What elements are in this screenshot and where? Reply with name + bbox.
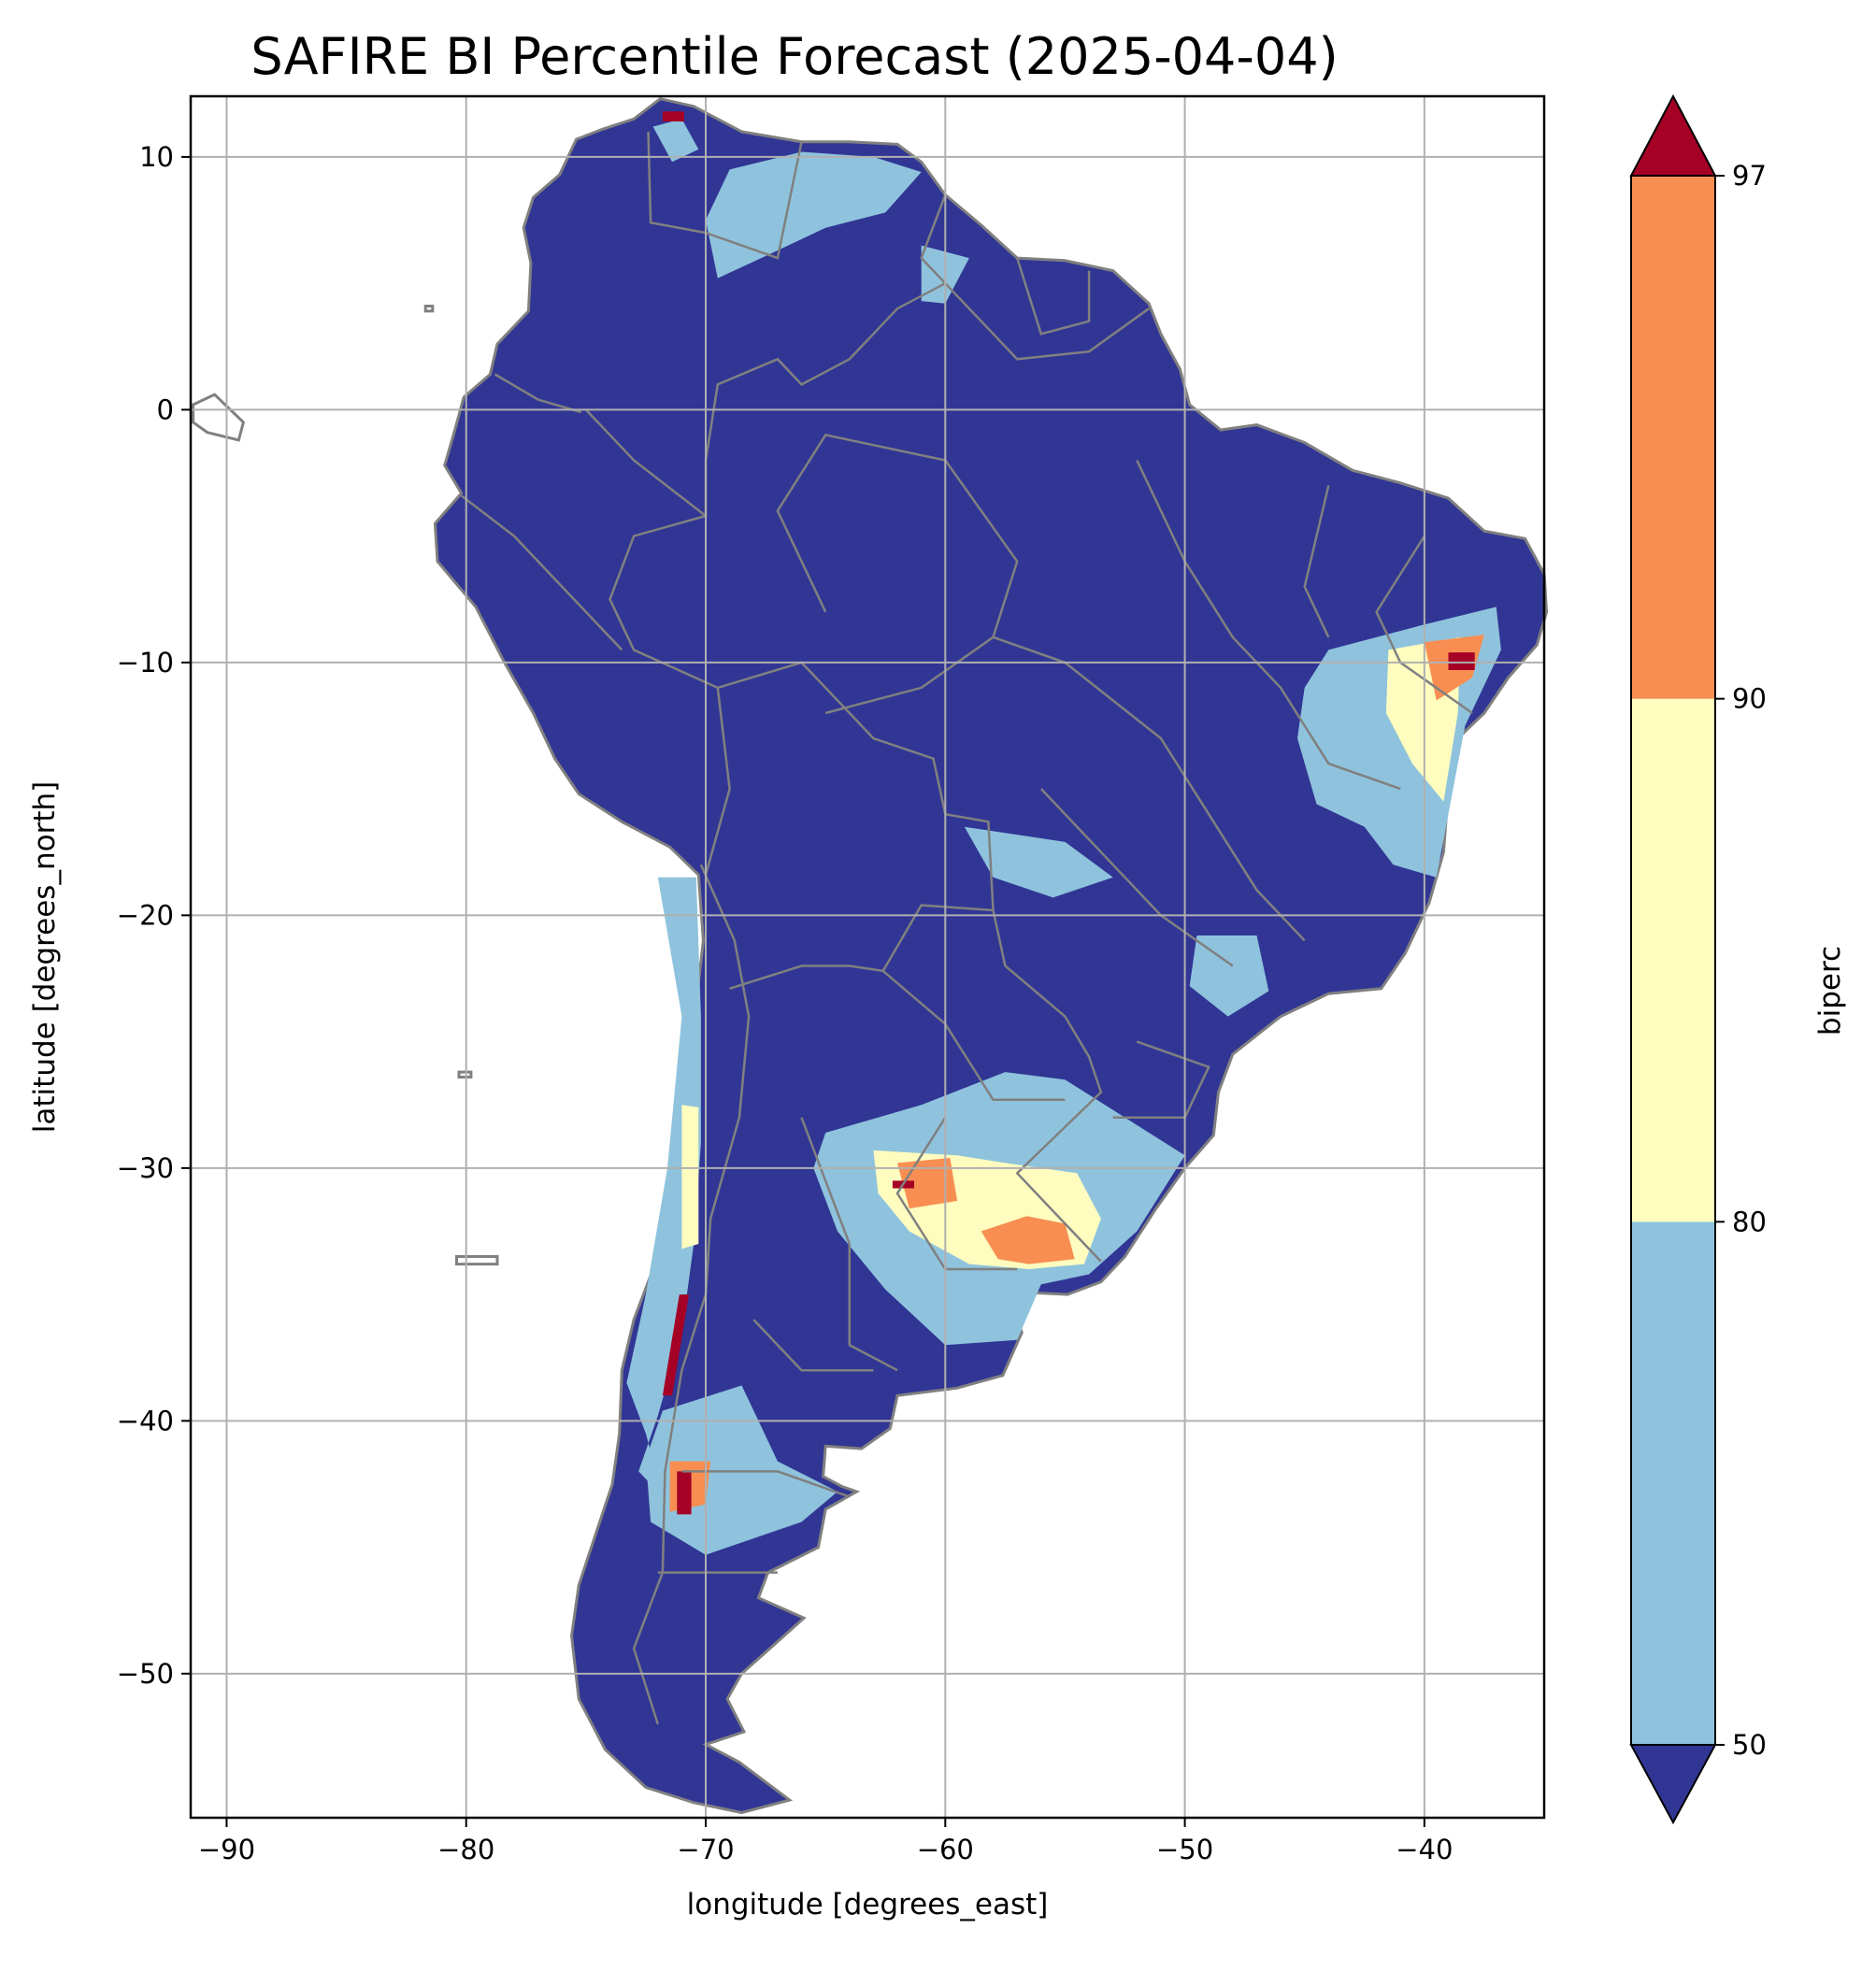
x-tick-label: −80 [437, 1834, 494, 1865]
colorbar-extend-max [1629, 93, 1717, 177]
chart-title: SAFIRE BI Percentile Forecast (2025-04-0… [251, 27, 1338, 86]
border-line-15 [1112, 1040, 1210, 1120]
colorbar-band [1631, 1221, 1715, 1745]
border-line-2 [729, 904, 994, 990]
region-patagonia-north [645, 1385, 838, 1555]
region-central-brazil-patches [964, 826, 1113, 898]
y-tick-label: −30 [117, 1152, 174, 1184]
colorbar-tick-label: 80 [1732, 1206, 1767, 1237]
region-chile-yellow [681, 1105, 699, 1250]
region-se-brazil-patch [1189, 936, 1269, 1017]
galapagos-islands [192, 393, 246, 442]
border-line-10 [632, 864, 751, 1725]
x-tick-label: −60 [917, 1834, 974, 1865]
gridlines [191, 96, 1544, 1818]
x-tick-label: −70 [677, 1834, 734, 1865]
border-line-22 [1303, 485, 1330, 638]
colorbar-tick-label: 97 [1732, 160, 1767, 192]
south-america-landmass [433, 97, 1549, 1815]
y-axis-label: latitude [degrees_north] [28, 781, 62, 1133]
y-axis-ticks: 10 0 −10 −20 −30 −40 −50 [117, 141, 191, 1690]
y-tick-label: 10 [139, 141, 174, 173]
red-spot-chile-andes [662, 1294, 690, 1396]
x-tick-label: −50 [1156, 1834, 1213, 1865]
colorbar-label: biperc [1813, 946, 1847, 1035]
juan-fernandez-islands [455, 1255, 499, 1266]
border-line-21 [1375, 535, 1473, 715]
region-pampas-orange-2 [981, 1216, 1075, 1264]
region-venezuela-llanos [706, 151, 922, 279]
colorbar: 50 80 90 97 [1629, 93, 1767, 1825]
border-line-9 [1016, 257, 1091, 336]
colorbar-tick-label: 50 [1732, 1729, 1767, 1761]
border-line-14 [776, 433, 1019, 715]
x-tick-label: −40 [1396, 1834, 1453, 1865]
colorbar-band [1631, 698, 1715, 1222]
border-line-8 [920, 194, 947, 285]
map-plot-area: −90 −80 −70 −60 −50 −40 10 0 −10 −20 −30 −40 −50 [117, 94, 1549, 1865]
y-tick-label: −40 [117, 1405, 174, 1436]
x-axis-label: longitude [degrees_east] [687, 1888, 1049, 1921]
region-nw-venezuela [652, 119, 699, 163]
x-tick-label: −90 [198, 1834, 255, 1865]
y-tick-label: −10 [117, 647, 174, 678]
x-axis-ticks: −90 −80 −70 −60 −50 −40 [198, 1818, 1453, 1865]
y-tick-label: −50 [117, 1658, 174, 1690]
border-line-16 [895, 1117, 1018, 1271]
y-tick-label: 0 [157, 393, 174, 425]
border-line-6 [584, 408, 707, 517]
red-spot-caribbean [662, 111, 684, 121]
border-line-13 [1039, 788, 1234, 967]
plot-frame [189, 94, 1546, 1820]
border-line-5 [494, 373, 582, 414]
land-layer [192, 97, 1549, 1815]
colorbar-band [1631, 176, 1715, 699]
red-spot-patagonia [677, 1471, 692, 1515]
colorbar-frame [1630, 175, 1716, 1746]
red-spot-bahia [1448, 652, 1475, 670]
border-line-17 [800, 1117, 898, 1372]
y-tick-label: −20 [117, 899, 174, 931]
colorbar-extend-min [1629, 1744, 1717, 1825]
region-chile-andes [626, 877, 701, 1497]
border-line-19 [681, 1470, 851, 1498]
border-line-3 [881, 969, 1066, 1102]
malpelo-island [423, 305, 435, 313]
colorbar-tick-label: 90 [1732, 683, 1767, 715]
border-line-1 [717, 661, 1103, 1263]
border-line-18 [752, 1319, 874, 1372]
border-line-4 [460, 494, 623, 651]
